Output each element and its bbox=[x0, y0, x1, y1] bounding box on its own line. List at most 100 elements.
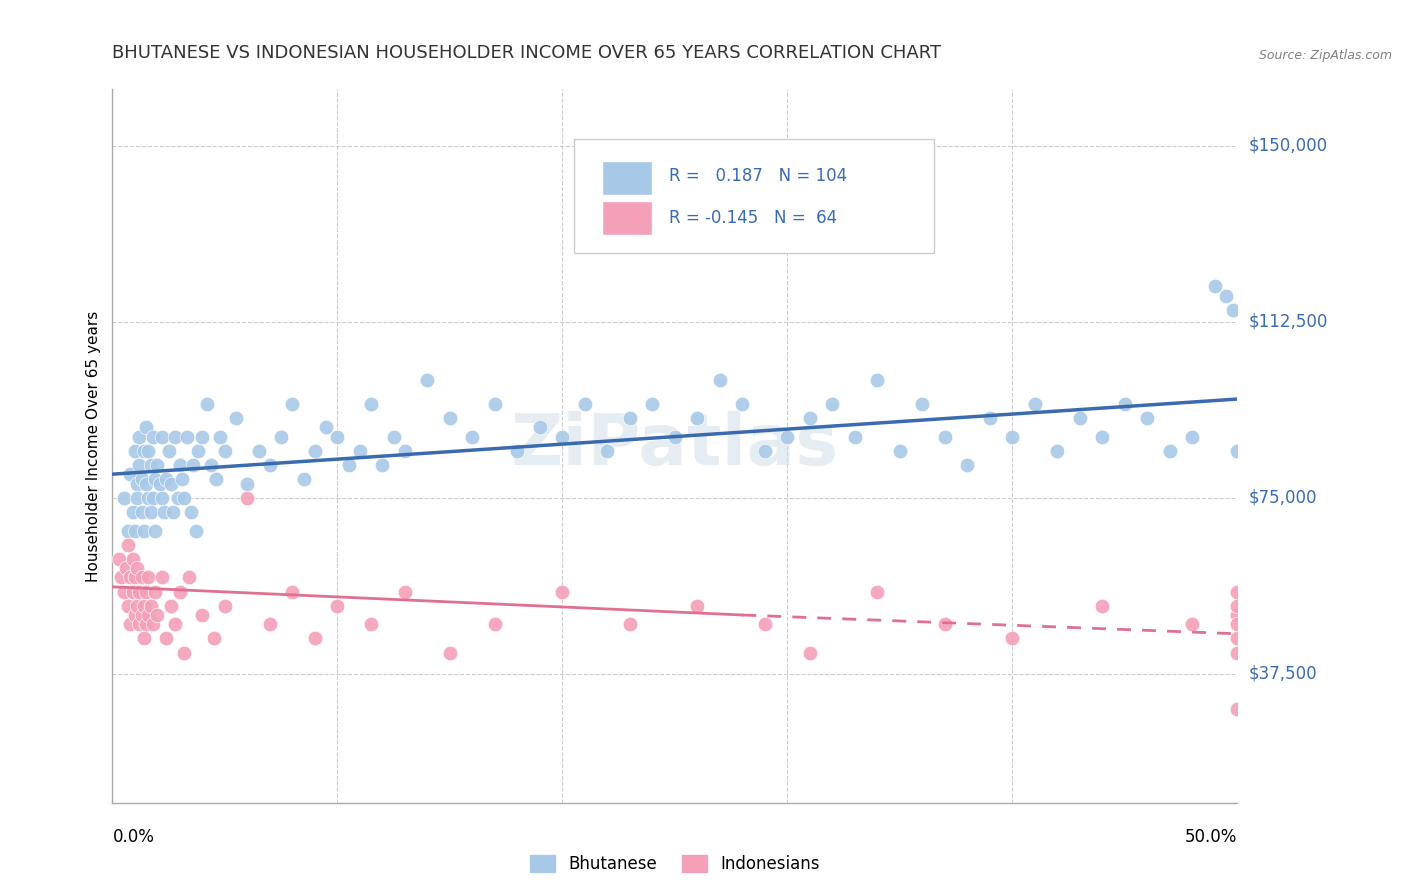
Text: $37,500: $37,500 bbox=[1249, 665, 1317, 682]
Point bbox=[1226, 584, 1249, 599]
Point bbox=[124, 443, 146, 458]
Point bbox=[371, 458, 394, 472]
Point bbox=[1091, 599, 1114, 613]
Point bbox=[138, 491, 160, 505]
Point bbox=[150, 570, 173, 584]
Point bbox=[127, 599, 149, 613]
Point bbox=[551, 584, 574, 599]
Point bbox=[259, 458, 281, 472]
Point bbox=[1001, 429, 1024, 443]
Point bbox=[128, 617, 150, 632]
Point bbox=[131, 472, 153, 486]
Point bbox=[641, 397, 664, 411]
Point bbox=[173, 491, 195, 505]
Point bbox=[281, 584, 304, 599]
Point bbox=[889, 443, 911, 458]
Point bbox=[177, 570, 200, 584]
Point bbox=[173, 646, 195, 660]
Point bbox=[394, 584, 416, 599]
Point bbox=[127, 561, 149, 575]
Text: 0.0%: 0.0% bbox=[112, 828, 155, 846]
Point bbox=[821, 397, 844, 411]
Point bbox=[120, 617, 142, 632]
Point bbox=[209, 429, 232, 443]
Point bbox=[619, 410, 641, 425]
Point bbox=[205, 472, 228, 486]
Point bbox=[1001, 632, 1024, 646]
Point bbox=[165, 617, 187, 632]
Text: $112,500: $112,500 bbox=[1249, 312, 1327, 331]
Point bbox=[160, 476, 183, 491]
Point bbox=[143, 472, 166, 486]
Point bbox=[200, 458, 222, 472]
Bar bbox=[602, 202, 652, 235]
Point bbox=[146, 607, 169, 622]
Point bbox=[169, 584, 191, 599]
Point bbox=[128, 584, 150, 599]
Point bbox=[1024, 397, 1046, 411]
Point bbox=[138, 570, 160, 584]
Point bbox=[1226, 632, 1249, 646]
Point bbox=[394, 443, 416, 458]
Point bbox=[1114, 397, 1136, 411]
Point bbox=[165, 429, 187, 443]
Point bbox=[1069, 410, 1091, 425]
Y-axis label: Householder Income Over 65 years: Householder Income Over 65 years bbox=[86, 310, 101, 582]
Point bbox=[124, 524, 146, 538]
Point bbox=[120, 570, 142, 584]
Text: 50.0%: 50.0% bbox=[1185, 828, 1237, 846]
Point bbox=[360, 397, 382, 411]
Point bbox=[153, 505, 176, 519]
Point bbox=[180, 505, 202, 519]
Point bbox=[142, 617, 165, 632]
Point bbox=[911, 397, 934, 411]
Point bbox=[270, 429, 292, 443]
Point bbox=[281, 397, 304, 411]
FancyBboxPatch shape bbox=[574, 139, 934, 253]
Point bbox=[754, 443, 776, 458]
Point bbox=[142, 429, 165, 443]
Point bbox=[799, 646, 821, 660]
Point bbox=[115, 561, 138, 575]
Point bbox=[236, 476, 259, 491]
Point bbox=[315, 420, 337, 434]
Point bbox=[127, 476, 149, 491]
Point bbox=[360, 617, 382, 632]
Point bbox=[866, 584, 889, 599]
Point bbox=[138, 443, 160, 458]
Point bbox=[1046, 443, 1069, 458]
Point bbox=[799, 410, 821, 425]
Point bbox=[1226, 443, 1249, 458]
Point bbox=[731, 397, 754, 411]
Point bbox=[934, 617, 956, 632]
Point bbox=[162, 505, 184, 519]
Point bbox=[326, 599, 349, 613]
Point bbox=[506, 443, 529, 458]
Point bbox=[150, 429, 173, 443]
Point bbox=[132, 443, 155, 458]
Text: ZiPatlas: ZiPatlas bbox=[510, 411, 839, 481]
Point bbox=[551, 429, 574, 443]
Point bbox=[461, 429, 484, 443]
Point bbox=[149, 476, 172, 491]
Point bbox=[1181, 429, 1204, 443]
Point bbox=[131, 570, 153, 584]
Point bbox=[160, 599, 183, 613]
Point bbox=[1204, 279, 1226, 293]
Point bbox=[1136, 410, 1159, 425]
Point bbox=[112, 491, 135, 505]
Point bbox=[132, 599, 155, 613]
Point bbox=[979, 410, 1001, 425]
Point bbox=[934, 429, 956, 443]
Point bbox=[121, 551, 143, 566]
Point bbox=[112, 584, 135, 599]
Point bbox=[349, 443, 371, 458]
Point bbox=[143, 584, 166, 599]
Point bbox=[214, 599, 236, 613]
Point bbox=[484, 617, 506, 632]
Point bbox=[128, 429, 150, 443]
Point bbox=[1159, 443, 1181, 458]
Bar bbox=[602, 161, 652, 194]
Point bbox=[176, 429, 198, 443]
Point bbox=[1226, 599, 1249, 613]
